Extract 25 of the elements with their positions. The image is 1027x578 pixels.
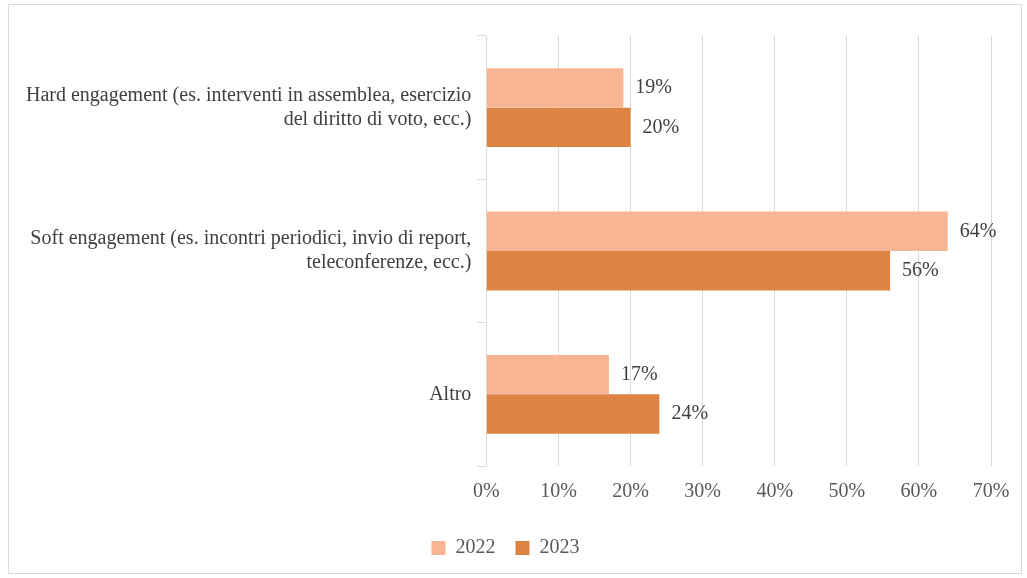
x-tick-label: 0% bbox=[473, 479, 500, 502]
data-label: 19% bbox=[635, 75, 673, 98]
x-tick-label: 40% bbox=[756, 479, 794, 502]
bar bbox=[486, 251, 891, 291]
bar bbox=[486, 211, 948, 251]
data-label: 64% bbox=[959, 218, 997, 241]
y-tick-label: Altro bbox=[429, 381, 472, 404]
bar bbox=[486, 354, 609, 395]
x-tick-label: 70% bbox=[972, 479, 1010, 502]
x-tick-label: 60% bbox=[900, 479, 938, 502]
x-tick-label: 50% bbox=[828, 479, 866, 502]
bar bbox=[486, 394, 660, 434]
legend-label: 2022 bbox=[455, 535, 496, 558]
bar bbox=[486, 107, 631, 148]
y-tick-label: Hard engagement (es. interventi in assemblea, esercizio del diritto di voto, ecc.) bbox=[26, 82, 472, 130]
data-label: 17% bbox=[620, 361, 658, 384]
legend-label: 2023 bbox=[539, 535, 580, 558]
x-tick-label: 20% bbox=[612, 479, 649, 502]
y-tick-label: Soft engagement (es. incontri periodici, invio di report, teleconferenze, ecc.) bbox=[30, 226, 472, 274]
data-label: 56% bbox=[902, 257, 939, 280]
data-label: 24% bbox=[671, 401, 709, 424]
bar bbox=[486, 68, 624, 108]
data-label: 20% bbox=[642, 114, 680, 137]
x-tick-label: 30% bbox=[684, 479, 721, 502]
x-tick-label: 10% bbox=[540, 479, 577, 502]
